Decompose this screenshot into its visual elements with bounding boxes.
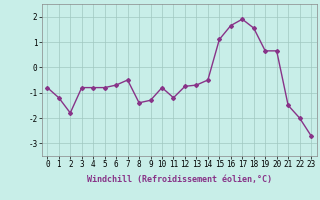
X-axis label: Windchill (Refroidissement éolien,°C): Windchill (Refroidissement éolien,°C): [87, 175, 272, 184]
